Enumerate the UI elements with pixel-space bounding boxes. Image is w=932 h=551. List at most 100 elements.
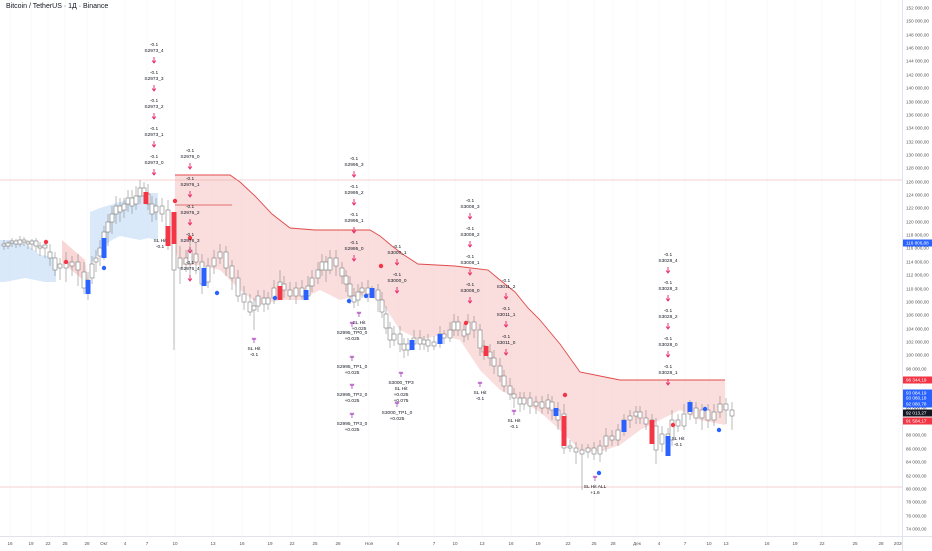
candle	[159, 198, 165, 222]
candle	[293, 282, 299, 304]
price-tick: 106 000,00	[906, 312, 929, 318]
annotation-label: -0.1	[350, 212, 359, 218]
annotation-label: +0.025	[345, 370, 360, 376]
time-tick: 7	[683, 541, 687, 546]
candle	[723, 398, 729, 424]
price-tick: 92 000,00	[906, 406, 926, 411]
candle	[497, 358, 503, 382]
annotation-label: -0.1	[664, 308, 673, 314]
candle	[109, 206, 115, 234]
time-tick: 25	[62, 541, 68, 546]
annotation-label: S3028_2	[658, 314, 678, 320]
time-tick: 13	[479, 541, 485, 546]
annotation-label: -0.1	[466, 282, 475, 288]
down-arrow-icon	[467, 241, 473, 248]
candle	[659, 426, 665, 452]
price-badge: 92 013,27	[903, 409, 932, 417]
price-tick: 128 000,00	[906, 165, 929, 171]
time-tick: 22	[289, 541, 295, 546]
time-tick: 2026	[893, 541, 905, 546]
annotation-label: S3011_0	[497, 340, 516, 346]
annotation-label: S2976_0	[180, 154, 200, 160]
price-axis[interactable]: 152 000,00 150 000,00 148 000,00 146 000,00…	[902, 0, 932, 540]
down-arrow-icon	[467, 213, 473, 220]
signal-dot	[378, 263, 384, 269]
candle	[471, 316, 477, 338]
candle	[511, 388, 517, 408]
candle	[21, 237, 27, 246]
axis-corner	[902, 536, 932, 551]
time-tick: 25	[312, 541, 318, 546]
price-tick: 86 000,00	[906, 446, 927, 452]
annotation-label: S3008_0	[460, 288, 480, 294]
trade-annotations: -0.1S2973_4-0.1S2973_3-0.1S2973_2-0.1S29…	[144, 42, 685, 496]
down-arrow-icon	[187, 219, 193, 226]
annotation-label: -0.1	[156, 244, 165, 250]
price-tick: 132 000,00	[906, 139, 929, 145]
annotation-label: +0.025	[345, 398, 360, 404]
candle	[693, 402, 699, 424]
price-badge: 92 080,78	[903, 400, 932, 408]
candle	[699, 404, 705, 430]
price-tick: 126 000,00	[906, 179, 929, 185]
price-tick: 142 000,00	[906, 72, 929, 78]
candle	[177, 246, 183, 284]
candle	[343, 270, 349, 292]
candle	[527, 392, 533, 414]
signal-markers	[43, 198, 722, 476]
candle	[549, 396, 555, 420]
time-tick: 25	[591, 541, 597, 546]
candle	[477, 324, 483, 356]
down-arrow-icon	[467, 269, 473, 276]
price-badge: 91 584,17	[903, 417, 932, 425]
down-arrow-icon	[351, 255, 357, 262]
signal-candle	[437, 334, 443, 344]
time-tick: 22	[565, 541, 571, 546]
annotation-label: -0.1	[674, 442, 683, 448]
candle	[265, 292, 271, 310]
signal-candle	[303, 290, 309, 300]
down-arrow-icon	[151, 85, 157, 92]
price-tick: 120 000,00	[906, 219, 929, 225]
price-chart[interactable]: -0.1S2973_4-0.1S2973_3-0.1S2973_2-0.1S29…	[0, 0, 902, 536]
price-tick: 102 000,00	[906, 339, 929, 345]
candle	[597, 440, 603, 462]
time-tick: 25	[852, 541, 858, 546]
candle	[5, 241, 11, 249]
price-tick: 116 000,00	[906, 245, 929, 251]
price-badge: 93 060,18	[903, 394, 932, 402]
down-arrow-icon	[151, 57, 157, 64]
annotation-label: SL Hit	[672, 436, 686, 442]
annotation-label: S2995_1	[344, 218, 364, 224]
tp-marker-icon: ₸	[593, 475, 598, 483]
annotation-label: -0.1	[664, 280, 673, 286]
candle	[567, 440, 573, 452]
signal-candle	[687, 402, 693, 412]
price-tick: 84 000,00	[906, 459, 927, 465]
annotation-label: -0.1	[393, 272, 402, 278]
tp-marker-icon: ₸	[395, 401, 400, 409]
annotation-label: S3028_4	[658, 258, 678, 264]
candle	[501, 370, 507, 392]
price-tick: 88 000,00	[906, 432, 927, 438]
bullish-band-2	[90, 193, 158, 270]
signal-candle	[649, 420, 655, 444]
annotation-label: -0.1	[510, 424, 519, 430]
down-arrow-icon	[187, 163, 193, 170]
candle	[539, 396, 545, 414]
annotation-label: -0.1	[350, 156, 359, 162]
down-arrow-icon	[151, 141, 157, 148]
candlesticks	[1, 180, 735, 490]
time-axis[interactable]: 16 19 22 25 28 Окт 4 7 10 13 16 19 22 25 28 Ноя 4 7 10 13 16…	[0, 536, 905, 551]
time-tick: 28	[610, 541, 616, 546]
candle	[491, 350, 497, 374]
candle	[75, 254, 81, 286]
signal-candle	[409, 340, 415, 350]
annotation-label: S2973_3	[144, 76, 164, 82]
signal-candle	[171, 226, 177, 236]
signal-dot	[272, 295, 278, 301]
candle	[447, 322, 453, 342]
annotation-label: S2976_1	[180, 182, 200, 188]
candle	[521, 392, 527, 410]
annotation-label: SL Hit	[508, 418, 522, 424]
